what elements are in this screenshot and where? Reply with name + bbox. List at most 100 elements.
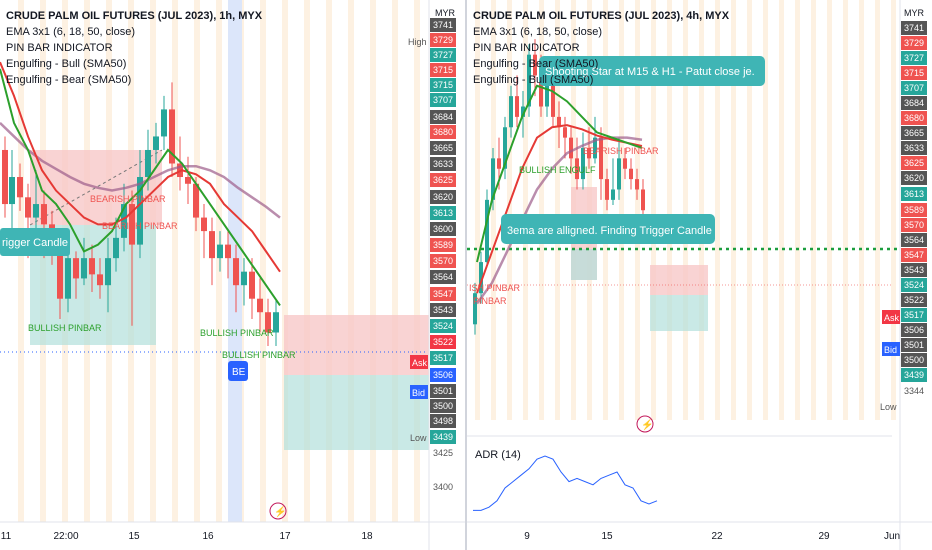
candle-body bbox=[153, 136, 159, 150]
session-shade bbox=[370, 0, 376, 522]
ema-6-line bbox=[0, 68, 281, 307]
candle-body bbox=[473, 293, 477, 325]
session-shade bbox=[18, 0, 24, 522]
price-label-bg bbox=[901, 126, 927, 140]
candle-body bbox=[479, 262, 483, 294]
session-shade bbox=[651, 0, 656, 420]
candle-body bbox=[611, 189, 615, 200]
price-label-bg bbox=[430, 157, 456, 171]
indicator-engulf-bull[interactable]: Engulfing - Bull (SMA50) bbox=[6, 58, 127, 70]
session-shade bbox=[635, 0, 640, 420]
legend-1h: CRUDE PALM OIL FUTURES (JUL 2023), 1h, M… bbox=[6, 8, 262, 88]
price-label: 3625 bbox=[433, 175, 453, 185]
chart-pane-4h[interactable]: Shooting Star at M15 & H1 - Patut close … bbox=[467, 0, 932, 550]
time-tick: 18 bbox=[361, 531, 373, 542]
price-label: 3500 bbox=[904, 355, 924, 365]
candle-body bbox=[593, 137, 597, 159]
bullish-pinbar-label: PINBAR bbox=[473, 296, 507, 306]
lightning-icon-glyph: ⚡ bbox=[274, 505, 286, 518]
candle-body bbox=[129, 204, 135, 245]
indicator-pinbar[interactable]: PIN BAR INDICATOR bbox=[473, 42, 580, 54]
price-label: 3524 bbox=[433, 321, 453, 331]
price-label-bg bbox=[430, 287, 456, 301]
indicator-ema[interactable]: EMA 3x1 (6, 18, 50, close) bbox=[6, 26, 136, 38]
shooting-star-callout bbox=[539, 56, 765, 86]
candle-body bbox=[105, 258, 111, 286]
candle-body bbox=[265, 312, 271, 333]
chart-title-1h: CRUDE PALM OIL FUTURES (JUL 2023), 1h, M… bbox=[6, 10, 263, 22]
price-label-bg bbox=[901, 81, 927, 95]
session-shade bbox=[891, 0, 896, 420]
price-label: 3715 bbox=[433, 80, 453, 90]
indicator-engulf-bull[interactable]: Engulfing - Bull (SMA50) bbox=[473, 74, 594, 86]
candle-body bbox=[121, 204, 127, 238]
price-label: 3344 bbox=[904, 386, 924, 396]
price-label-bg bbox=[901, 308, 927, 322]
candle-body bbox=[113, 237, 119, 259]
time-tick: 16 bbox=[202, 531, 214, 542]
session-shade bbox=[304, 0, 310, 522]
session-shade bbox=[843, 0, 848, 420]
candle-body bbox=[485, 199, 489, 263]
candle-body bbox=[563, 127, 567, 138]
chart-1h-canvas[interactable]: rigger Candle BEARISH PINBAR BEARISH PINBA… bbox=[0, 0, 465, 550]
price-label-bg bbox=[430, 206, 456, 220]
indicator-engulf-bear[interactable]: Engulfing - Bear (SMA50) bbox=[473, 58, 599, 70]
session-shade bbox=[603, 0, 608, 420]
session-shade bbox=[414, 0, 420, 522]
price-label-bg bbox=[901, 156, 927, 170]
currency-label: MYR bbox=[435, 8, 456, 18]
price-label-bg bbox=[430, 430, 456, 444]
high-tag: High bbox=[408, 37, 427, 47]
price-label: 3570 bbox=[433, 256, 453, 266]
ask-tag-bg bbox=[882, 310, 900, 324]
chart-4h-canvas[interactable]: Shooting Star at M15 & H1 - Patut close … bbox=[467, 0, 932, 550]
session-shade bbox=[715, 0, 720, 420]
bullish-pinbar-label: BULLISH PINBAR bbox=[28, 323, 102, 333]
session-shade bbox=[326, 0, 332, 522]
price-label-bg bbox=[901, 278, 927, 292]
candle-body bbox=[569, 137, 573, 159]
price-label-bg bbox=[430, 414, 456, 428]
bearish-pinbar-label: BEARISH PINBAR bbox=[102, 221, 178, 231]
price-label-bg bbox=[901, 353, 927, 367]
price-label-bg bbox=[430, 18, 456, 32]
price-label: 3564 bbox=[433, 272, 453, 282]
trigger-candle-text: rigger Candle bbox=[2, 237, 68, 249]
price-label-bg bbox=[430, 222, 456, 236]
candle-body bbox=[241, 271, 247, 286]
candle-body bbox=[581, 148, 585, 180]
time-tick: 9 bbox=[524, 531, 530, 542]
price-label: 3501 bbox=[904, 340, 924, 350]
price-label-bg bbox=[430, 335, 456, 349]
session-shade bbox=[555, 0, 560, 420]
price-label-bg bbox=[430, 254, 456, 268]
price-label-bg bbox=[430, 384, 456, 398]
indicator-ema[interactable]: EMA 3x1 (6, 18, 50, close) bbox=[473, 26, 603, 38]
price-label: 3570 bbox=[904, 220, 924, 230]
indicator-engulf-bear[interactable]: Engulfing - Bear (SMA50) bbox=[6, 74, 132, 86]
price-label: 3522 bbox=[433, 337, 453, 347]
indicator-pinbar[interactable]: PIN BAR INDICATOR bbox=[6, 42, 113, 54]
time-tick: 17 bbox=[279, 531, 291, 542]
session-shade bbox=[667, 0, 672, 420]
chart-pane-1h[interactable]: rigger Candle BEARISH PINBAR BEARISH PINBA… bbox=[0, 0, 465, 550]
candle-body bbox=[491, 158, 495, 200]
price-label: 3741 bbox=[433, 20, 453, 30]
candle-body bbox=[97, 274, 103, 286]
price-label: 3665 bbox=[433, 143, 453, 153]
session-shade bbox=[859, 0, 864, 420]
session-shade bbox=[282, 0, 288, 522]
lightning-icon bbox=[269, 502, 287, 520]
pane-divider[interactable] bbox=[465, 0, 467, 550]
session-shade bbox=[683, 0, 688, 420]
candle-body bbox=[169, 109, 175, 164]
price-label: 3729 bbox=[433, 35, 453, 45]
candle-body bbox=[641, 189, 645, 211]
candle-body bbox=[551, 85, 555, 117]
price-label: 3589 bbox=[904, 205, 924, 215]
price-label-bg bbox=[430, 33, 456, 47]
price-label-bg bbox=[430, 110, 456, 124]
price-label-bg bbox=[430, 48, 456, 62]
bid-tag-bg bbox=[882, 342, 900, 356]
